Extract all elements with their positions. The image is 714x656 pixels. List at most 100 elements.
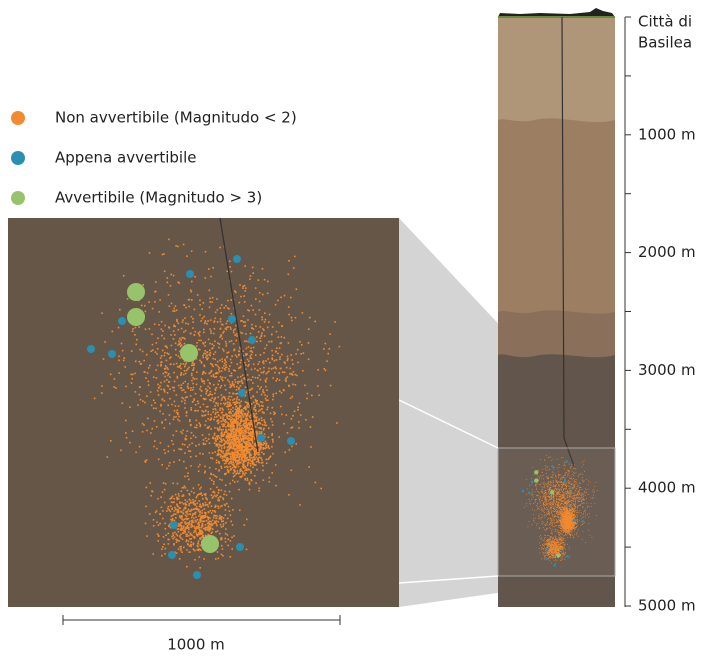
quake-dot bbox=[156, 353, 158, 355]
quake-dot bbox=[243, 473, 245, 475]
quake-dot bbox=[196, 427, 198, 429]
quake-dot bbox=[172, 518, 174, 520]
quake-dot bbox=[183, 337, 185, 339]
quake-dot bbox=[560, 526, 561, 527]
quake-dot bbox=[255, 457, 257, 459]
quake-dot bbox=[593, 498, 594, 499]
quake-dot bbox=[310, 446, 312, 448]
quake-dot bbox=[236, 386, 238, 388]
quake-dot bbox=[150, 432, 152, 434]
quake-dot bbox=[115, 387, 117, 389]
quake-dot bbox=[250, 438, 252, 440]
quake-dot bbox=[188, 531, 190, 533]
quake-dot bbox=[157, 498, 159, 500]
quake-dot bbox=[227, 440, 229, 442]
quake-dot bbox=[549, 560, 550, 561]
quake-dot bbox=[559, 552, 560, 553]
quake-dot bbox=[185, 330, 187, 332]
quake-dot bbox=[567, 497, 568, 498]
quake-dot bbox=[546, 477, 547, 478]
quake-dot bbox=[181, 502, 183, 504]
quake-dot bbox=[552, 477, 553, 478]
quake-dot bbox=[192, 377, 194, 379]
quake-dot bbox=[149, 513, 151, 515]
quake-dot bbox=[198, 523, 200, 525]
quake-dot bbox=[573, 484, 574, 485]
quake-dot bbox=[555, 547, 556, 548]
quake-dot bbox=[275, 351, 277, 353]
quake-dot bbox=[543, 522, 544, 523]
quake-dot bbox=[560, 484, 561, 485]
quake-dot bbox=[551, 554, 552, 555]
quake-dot bbox=[242, 411, 244, 413]
quake-dot bbox=[201, 308, 203, 310]
quake-dot bbox=[567, 470, 568, 471]
quake-dot bbox=[197, 294, 199, 296]
quake-dot bbox=[222, 417, 224, 419]
quake-dot bbox=[233, 535, 235, 537]
quake-dot bbox=[537, 523, 538, 524]
quake-dot bbox=[173, 450, 175, 452]
quake-dot bbox=[552, 542, 553, 543]
quake-dot bbox=[214, 506, 216, 508]
quake-dot bbox=[131, 382, 133, 384]
quake-dot bbox=[220, 403, 222, 405]
quake-dot bbox=[209, 307, 211, 309]
quake-dot bbox=[218, 452, 220, 454]
quake-dot bbox=[579, 494, 580, 495]
quake-dot bbox=[185, 522, 187, 524]
quake-dot bbox=[577, 521, 578, 522]
quake-dot bbox=[186, 511, 188, 513]
quake-dot bbox=[561, 489, 562, 490]
quake-dot bbox=[545, 483, 546, 484]
quake-dot bbox=[191, 491, 193, 493]
quake-dot bbox=[539, 548, 540, 549]
quake-dot bbox=[228, 435, 230, 437]
quake-dot bbox=[222, 452, 224, 454]
quake-dot bbox=[565, 528, 566, 529]
quake-dot bbox=[157, 390, 159, 392]
quake-dot bbox=[329, 348, 331, 350]
quake-dot bbox=[275, 393, 277, 395]
quake-dot bbox=[557, 504, 558, 505]
quake-dot bbox=[557, 544, 558, 545]
quake-dot bbox=[580, 493, 581, 494]
quake-dot bbox=[557, 468, 558, 469]
quake-dot bbox=[571, 530, 572, 531]
quake-dot bbox=[205, 388, 207, 390]
quake-dot bbox=[214, 359, 216, 361]
quake-dot bbox=[273, 396, 275, 398]
quake-dot bbox=[229, 491, 231, 493]
quake-dot bbox=[226, 343, 228, 345]
quake-dot bbox=[215, 558, 217, 560]
quake-dot bbox=[553, 546, 554, 547]
quake-dot bbox=[132, 328, 134, 330]
quake-dot bbox=[527, 489, 528, 490]
quake-dot bbox=[569, 464, 570, 465]
quake-dot bbox=[545, 544, 546, 545]
quake-dot bbox=[556, 488, 557, 489]
quake-dot bbox=[135, 361, 137, 363]
quake-dot bbox=[253, 407, 255, 409]
quake-dot bbox=[245, 321, 247, 323]
quake-dot bbox=[556, 509, 557, 510]
quake-dot bbox=[223, 331, 225, 333]
quake-dot bbox=[231, 375, 233, 377]
quake-dot bbox=[185, 364, 187, 366]
quake-dot bbox=[237, 402, 239, 404]
quake-dot bbox=[553, 500, 554, 501]
quake-dot bbox=[569, 471, 570, 472]
quake-dot bbox=[323, 348, 325, 350]
quake-dot bbox=[579, 505, 580, 506]
quake-dot bbox=[271, 350, 273, 352]
quake-dot bbox=[202, 434, 204, 436]
quake-dot bbox=[263, 367, 265, 369]
quake-dot bbox=[531, 499, 532, 500]
quake-dot bbox=[149, 252, 151, 254]
quake-dot bbox=[551, 498, 552, 499]
quake-dot bbox=[548, 511, 549, 512]
quake-dot bbox=[245, 409, 247, 411]
quake-dot bbox=[261, 336, 263, 338]
quake-dot bbox=[302, 312, 304, 314]
quake-dot bbox=[562, 539, 563, 540]
